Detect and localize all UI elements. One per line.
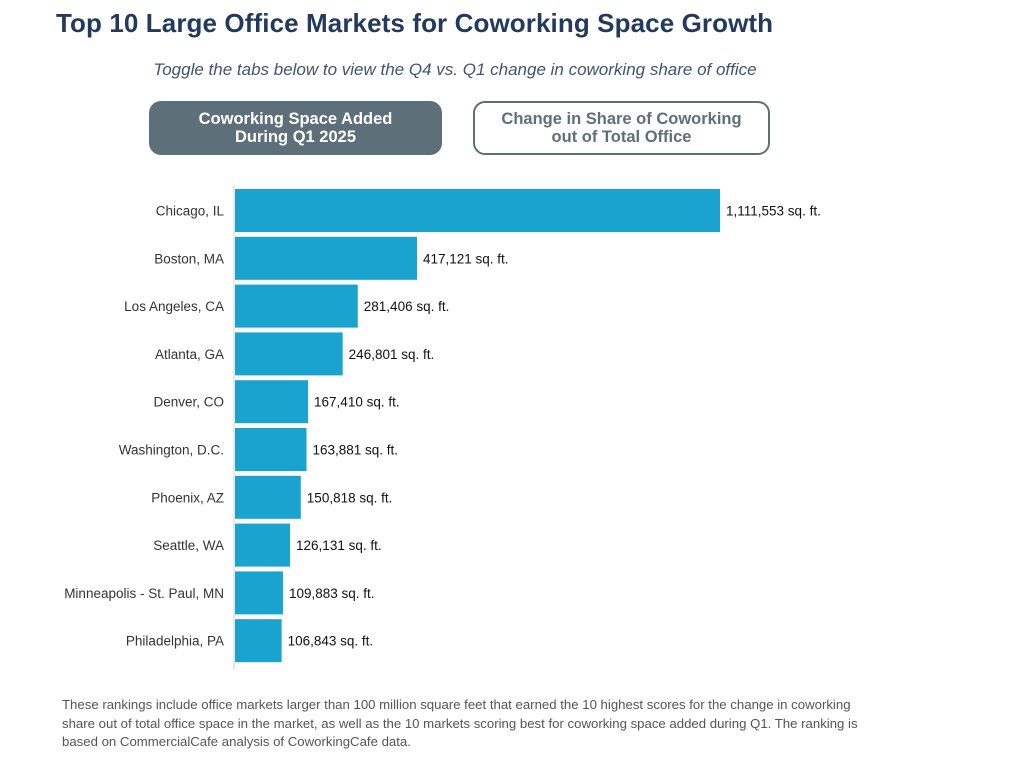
category-label: Chicago, IL (156, 204, 225, 219)
category-label: Phoenix, AZ (151, 490, 224, 505)
data-label: 106,843 sq. ft. (288, 634, 374, 649)
data-label: 417,121 sq. ft. (423, 251, 509, 266)
data-label: 126,131 sq. ft. (296, 538, 382, 553)
bar[interactable] (235, 189, 720, 232)
bar[interactable] (235, 236, 418, 280)
data-label: 281,406 sq. ft. (364, 299, 450, 314)
page-subtitle: Toggle the tabs below to view the Q4 vs.… (153, 60, 757, 79)
category-label: Atlanta, GA (155, 347, 224, 362)
data-label: 167,410 sq. ft. (314, 395, 400, 410)
category-label: Denver, CO (153, 395, 224, 410)
data-label: 163,881 sq. ft. (313, 443, 399, 458)
tab-coworking-space-added[interactable]: Coworking Space Added During Q1 2025 (149, 101, 442, 155)
bar[interactable] (235, 571, 283, 615)
bar[interactable] (235, 332, 343, 376)
category-label: Boston, MA (154, 251, 224, 266)
data-label: 150,818 sq. ft. (307, 490, 393, 505)
data-label: 1,111,553 sq. ft. (726, 204, 821, 219)
data-label: 246,801 sq. ft. (349, 347, 435, 362)
bar[interactable] (235, 380, 309, 424)
category-label: Minneapolis - St. Paul, MN (64, 586, 224, 601)
category-label: Los Angeles, CA (124, 299, 224, 314)
bar[interactable] (235, 284, 358, 328)
bar[interactable] (235, 428, 307, 471)
bar-chart: Chicago, IL 1,111,553 sq. ft. Boston, MA 41… (64, 185, 821, 670)
bar[interactable] (235, 619, 282, 663)
data-label: 109,883 sq. ft. (289, 586, 375, 601)
bar[interactable] (235, 475, 301, 519)
bar[interactable] (235, 523, 291, 567)
category-label: Washington, D.C. (119, 443, 224, 458)
tab-change-in-share[interactable]: Change in Share of Coworking out of Tota… (473, 101, 770, 155)
category-label: Seattle, WA (153, 538, 224, 553)
category-label: Philadelphia, PA (126, 634, 224, 649)
footnote: These rankings include office markets la… (62, 697, 858, 749)
page-title: Top 10 Large Office Markets for Coworkin… (56, 8, 774, 38)
